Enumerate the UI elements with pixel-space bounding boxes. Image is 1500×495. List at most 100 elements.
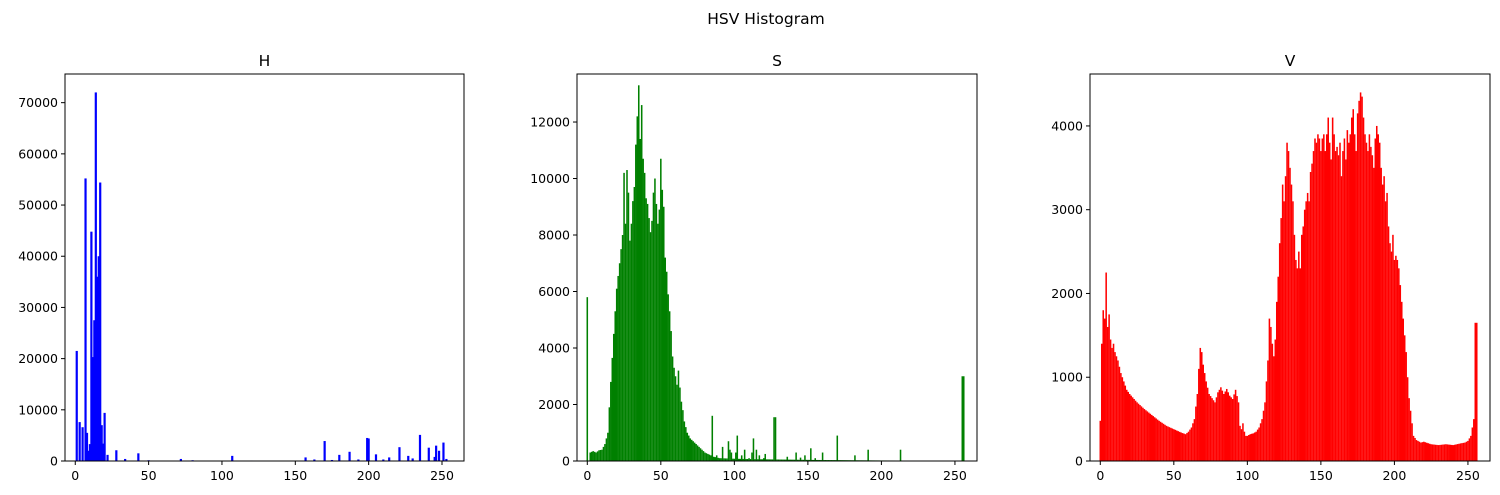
histogram-bar-s [737,458,740,461]
histogram-bar-v [1136,402,1138,461]
histogram-bar-h [96,276,99,461]
histogram-bar-v [1387,226,1390,461]
histogram-bar-h [348,451,351,461]
histogram-bar-s [749,459,752,461]
histogram-bar-s [799,457,802,461]
histogram-bar-v [1252,433,1254,461]
histogram-bar-s [758,455,761,461]
plot-frame-h [64,73,465,462]
histogram-bar-v [1336,146,1338,461]
histogram-bar-v [1264,402,1266,461]
x-tick-label-h: 150 [283,468,307,483]
histogram-bar-v [1306,192,1309,461]
histogram-bar-s [690,439,693,461]
histogram-bar-v [1299,268,1302,461]
histogram-bar-s [961,376,964,461]
histogram-bar-v [1409,410,1412,461]
histogram-bar-v [1239,425,1241,461]
histogram-bar-v [1253,432,1256,461]
histogram-bar-s [685,427,687,461]
histogram-bar-s [755,449,758,461]
histogram-bar-v [1373,167,1375,461]
histogram-bar-v [1178,431,1181,461]
histogram-bar-v [1450,444,1453,461]
x-tick-label-s: 150 [796,468,820,483]
histogram-bar-s [785,459,787,461]
histogram-bar-s [714,457,716,461]
histogram-bar-v [1428,443,1431,461]
histogram-bar-s [687,435,690,461]
histogram-bar-h [445,458,448,461]
histogram-bar-s [715,455,718,461]
y-axis-h: 0 10000 20000 30000 40000 50000 60000 70000 [18,95,65,469]
histogram-bar-v [1174,429,1177,461]
histogram-bar-s [649,232,652,461]
histogram-bar-h [437,450,441,461]
histogram-bar-s [639,138,641,461]
histogram-bar-v [1203,373,1206,461]
x-axis-s: 0 50 100 150 200 250 [583,461,967,483]
histogram-bar-v [1424,442,1427,461]
histogram-bar-v [1108,314,1110,461]
histogram-bar-s [823,459,825,461]
histogram-bar-s [637,85,640,462]
histogram-bar-v [1349,134,1352,461]
histogram-bar-s [812,459,815,461]
histogram-bar-s [820,459,822,461]
histogram-bar-v [1162,423,1165,461]
histogram-bar-s [646,203,649,461]
histogram-bar-h [433,456,436,461]
histogram-bar-v [1287,151,1290,461]
histogram-bar-v [1230,397,1232,461]
histogram-bar-v [1331,117,1334,461]
y-axis-v: 0 1000 2000 3000 4000 [1051,118,1090,469]
x-tick-label-v: 250 [1456,468,1480,483]
histogram-bar-v [1442,444,1444,461]
histogram-bar-v [1396,259,1399,461]
histogram-bar-v [1337,155,1340,461]
plot-frame-v [1089,73,1491,462]
histogram-bar-v [1192,423,1194,461]
panel-title-v: V [1285,52,1296,70]
histogram-bar-s [798,459,800,461]
histogram-bar-h [115,450,118,461]
histogram-bar-v [1421,442,1424,461]
histogram-bar-s [752,438,755,461]
histogram-bar-v [1381,184,1384,461]
histogram-bar-s [771,459,774,461]
histogram-bar-v [1437,445,1440,461]
histogram-bar-v [1217,392,1219,461]
histogram-bar-s [801,459,803,461]
histogram-bar-v [1400,301,1403,461]
histogram-bar-s [667,294,669,461]
histogram-bar-s [652,192,655,461]
histogram-bar-v [1292,201,1294,461]
histogram-bar-s [598,450,600,461]
histogram-bar-s [657,223,659,461]
histogram-bar-s [818,459,821,461]
histogram-bar-v [1303,209,1306,461]
histogram-bar-v [1184,434,1187,461]
histogram-bar-v [1308,201,1310,461]
histogram-bar-h [411,458,414,461]
histogram-bar-s [636,116,639,462]
histogram-bar-s [805,459,808,461]
histogram-bar-v [1100,343,1103,461]
histogram-bar-s [593,451,596,461]
histogram-bar-v [1148,412,1150,461]
histogram-bar-s [773,417,775,461]
histogram-bar-v [1109,339,1112,461]
histogram-bar-h [103,412,106,461]
histogram-bar-v [1159,421,1162,461]
histogram-bar-h [407,455,410,461]
histogram-bar-v [1114,352,1116,461]
histogram-bar-v [1386,192,1388,461]
histogram-bar-v [1427,443,1429,461]
histogram-bar-s [629,240,631,461]
histogram-bar-s [810,448,812,461]
y-tick-label-v: 4000 [1051,118,1083,133]
histogram-bar-v [1220,387,1222,461]
histogram-bar-v [1461,443,1463,461]
histogram-bar-s [708,454,711,461]
x-tick-label-h: 100 [210,468,234,483]
